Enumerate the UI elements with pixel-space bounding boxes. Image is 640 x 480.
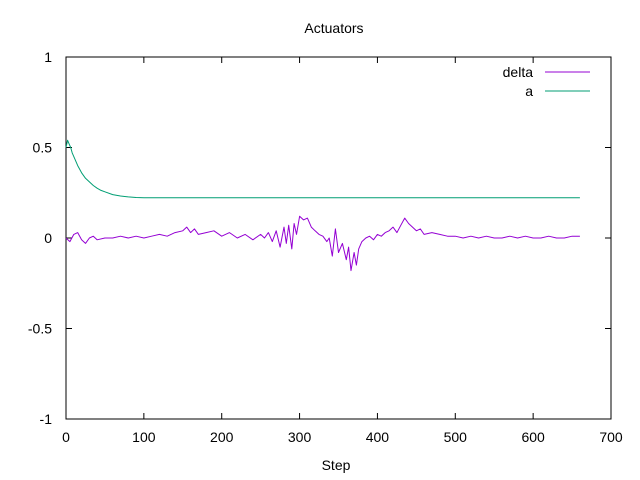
y-tick-label: -0.5 (28, 321, 52, 337)
x-axis: 0 100 200 300 400 500 600 700 (62, 57, 623, 445)
legend-label: a (525, 83, 533, 99)
series-line-delta (65, 215, 580, 272)
x-tick-label: 200 (210, 429, 234, 445)
series-line-a (65, 139, 580, 199)
chart-title: Actuators (304, 20, 363, 36)
x-axis-label: Step (322, 457, 351, 473)
x-tick-label: 100 (132, 429, 156, 445)
y-tick-label: 1 (44, 49, 52, 65)
legend-label: delta (503, 64, 534, 80)
x-tick-label: 300 (288, 429, 312, 445)
legend: delta a (503, 64, 590, 99)
y-tick-label: 0.5 (33, 140, 53, 156)
series-layer (65, 139, 580, 272)
y-tick-label: 0 (44, 230, 52, 246)
y-tick-label: -1 (40, 411, 53, 427)
x-tick-label: 700 (599, 429, 623, 445)
x-tick-label: 500 (444, 429, 468, 445)
y-axis: -1 -0.5 0 0.5 1 (28, 49, 611, 427)
x-tick-label: 400 (366, 429, 390, 445)
x-tick-label: 0 (62, 429, 70, 445)
x-tick-label: 600 (521, 429, 545, 445)
plot-frame (65, 56, 612, 420)
